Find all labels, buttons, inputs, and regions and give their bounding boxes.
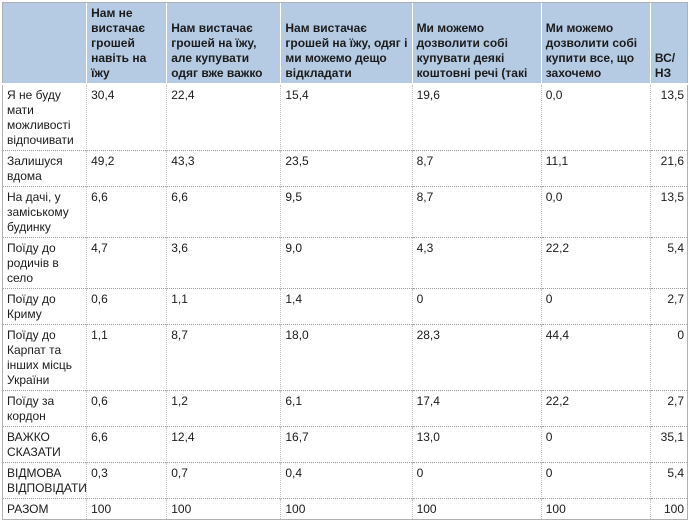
table-row: Я не буду мати можливості відпочивати 30,… [2,84,688,151]
value-cell: 8,7 [412,186,542,238]
value-cell: 22,2 [541,237,651,289]
value-cell: 0 [541,462,651,499]
table-row: Поїду до родичів в село 4,7 3,6 9,0 4,3 22,2 5… [2,237,688,289]
row-label: Поїду до Карпат та інших місць України [2,324,88,391]
value-cell: 49,2 [86,150,168,187]
value-cell: 5,4 [650,237,688,289]
value-cell: 0 [650,324,688,391]
table-row: Поїду до Криму 0,6 1,1 1,4 0 0 2,7 [2,288,688,325]
value-cell: 6,6 [166,186,282,238]
value-cell: 1,2 [166,390,282,427]
table-row: Залишуся вдома 49,2 43,3 23,5 8,7 11,1 21,6 [2,150,688,187]
row-label: Поїду до родичів в село [2,237,88,289]
value-cell: 30,4 [86,84,168,151]
value-cell: 100 [86,498,168,520]
row-label: Залишуся вдома [2,150,88,187]
value-cell: 0,6 [86,390,168,427]
value-cell: 100 [412,498,542,520]
value-cell: 23,5 [280,150,413,187]
value-cell: 2,7 [650,288,688,325]
value-cell: 6,6 [86,426,168,463]
table-row: Поїду до Карпат та інших місць України 1,… [2,324,688,391]
value-cell: 0 [541,288,651,325]
value-cell: 11,1 [541,150,651,187]
value-cell: 0,3 [86,462,168,499]
value-cell: 43,3 [166,150,282,187]
value-cell: 16,7 [280,426,413,463]
value-cell: 17,4 [412,390,542,427]
value-cell: 18,0 [280,324,413,391]
value-cell: 13,5 [650,186,688,238]
value-cell: 100 [280,498,413,520]
column-header: Нам не вистачає грошей навіть на їжу [86,2,168,85]
row-label: ВІДМОВА ВІДПОВІДАТИ [2,462,88,499]
column-header: ВС/НЗ [650,2,688,85]
row-label: Поїду до Криму [2,288,88,325]
value-cell: 15,4 [280,84,413,151]
value-cell: 100 [166,498,282,520]
value-cell: 6,6 [86,186,168,238]
value-cell: 9,0 [280,237,413,289]
value-cell: 21,6 [650,150,688,187]
row-label: Я не буду мати можливості відпочивати [2,84,88,151]
table-row: ВАЖКО СКАЗАТИ 6,6 12,4 16,7 13,0 0 35,1 [2,426,688,463]
row-label: На дачі, у заміському будинку [2,186,88,238]
value-cell: 1,1 [86,324,168,391]
value-cell: 4,7 [86,237,168,289]
value-cell: 28,3 [412,324,542,391]
column-header: Нам вистачає грошей на їжу, одяг і ми мо… [280,2,413,85]
value-cell: 0 [541,426,651,463]
value-cell: 5,4 [650,462,688,499]
value-cell: 22,4 [166,84,282,151]
value-cell: 3,6 [166,237,282,289]
value-cell: 13,5 [660,88,684,102]
value-cell: 22,2 [541,390,651,427]
value-cell: 100 [541,498,651,520]
value-cell: 0,6 [86,288,168,325]
row-label: ВАЖКО СКАЗАТИ [2,426,88,463]
table-body: Я не буду мати можливості відпочивати 30,… [2,84,688,520]
value-cell: 0 [412,288,542,325]
value-cell: 0,4 [280,462,413,499]
value-cell: 100 [650,498,688,520]
row-label: Поїду за кордон [2,390,88,427]
value-cell: 35,1 [650,426,688,463]
value-cell: 8,7 [166,324,282,391]
table-row: ВІДМОВА ВІДПОВІДАТИ 0,3 0,7 0,4 0 0 5,4 [2,462,688,499]
table-row: Поїду за кордон 0,6 1,2 6,1 17,4 22,2 2,7 [2,390,688,427]
value-cell: 1,4 [280,288,413,325]
value-cell: 0,0 [541,84,651,151]
value-cell: 2,7 [650,390,688,427]
row-label: РАЗОМ [2,498,88,520]
value-cell: 1,1 [166,288,282,325]
column-header: Нам вистачає грошей на їжу, але купувати… [166,2,282,85]
value-cell: 4,3 [412,237,542,289]
value-cell: 6,1 [280,390,413,427]
column-header: Ми можемо дозволити собі купити все, що … [541,2,651,85]
header-row: Нам не вистачає грошей навіть на їжу Нам … [2,2,688,85]
value-cell: 44,4 [541,324,651,391]
table-header: Нам не вистачає грошей навіть на їжу Нам … [2,2,688,85]
value-cell: 0 [412,462,542,499]
value-cell: 9,5 [280,186,413,238]
table-row: На дачі, у заміському будинку 6,6 6,6 9,5 8,… [2,186,688,238]
value-cell: 0,7 [166,462,282,499]
corner-cell [2,2,88,85]
value-cell: 12,4 [166,426,282,463]
value-cell: 0,0 [541,186,651,238]
value-cell: 13,0 [412,426,542,463]
column-header: Ми можемо дозволити собі купувати деякі … [412,2,542,85]
value-cell: 19,6 [412,84,542,151]
table-row: РАЗОМ 100 100 100 100 100 100 [2,498,688,520]
value-cell: 8,7 [412,150,542,187]
